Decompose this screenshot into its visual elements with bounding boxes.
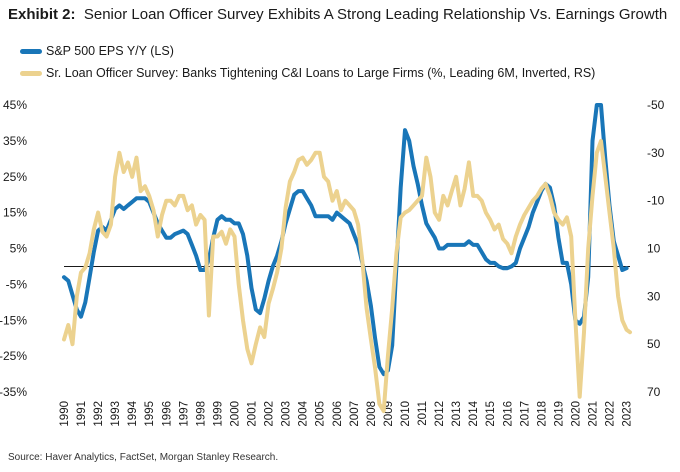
legend-label-eps: S&P 500 EPS Y/Y (LS) bbox=[46, 44, 174, 58]
x-tick-label: 2001 bbox=[247, 401, 259, 427]
x-tick-label: 2017 bbox=[519, 401, 531, 427]
x-tick-label: 2005 bbox=[315, 401, 327, 427]
left-tick-label: 15% bbox=[3, 206, 27, 220]
x-tick-label: 2013 bbox=[451, 401, 463, 427]
x-tick-label: 2008 bbox=[366, 401, 378, 427]
legend-label-survey: Sr. Loan Officer Survey: Banks Tightenin… bbox=[46, 66, 596, 80]
x-tick-label: 2006 bbox=[332, 401, 344, 427]
x-tick-label: 2014 bbox=[468, 400, 480, 426]
left-tick-label: 35% bbox=[3, 134, 27, 148]
x-tick-label: 2000 bbox=[229, 401, 241, 427]
x-tick-label: 2011 bbox=[417, 401, 429, 426]
right-tick-label: -50 bbox=[647, 98, 665, 112]
right-tick-label: 10 bbox=[647, 242, 661, 256]
left-tick-label: 5% bbox=[10, 242, 28, 256]
x-tick-label: 2016 bbox=[502, 401, 514, 427]
x-tick-label: 1996 bbox=[161, 401, 173, 427]
right-tick-label: -10 bbox=[647, 194, 665, 208]
x-tick-label: 2015 bbox=[485, 401, 497, 427]
legend-item-survey: Sr. Loan Officer Survey: Banks Tightenin… bbox=[20, 62, 595, 84]
x-tick-label: 2021 bbox=[587, 401, 599, 427]
x-tick-label: 1999 bbox=[212, 401, 224, 427]
left-tick-label: -35% bbox=[0, 385, 27, 399]
right-axis: -50 -30 -10 10 30 50 70 bbox=[647, 98, 665, 399]
title-text: Senior Loan Officer Survey Exhibits A St… bbox=[83, 6, 668, 23]
x-tick-label: 2022 bbox=[605, 401, 617, 427]
series-line-survey bbox=[62, 138, 632, 414]
x-tick-label: 2018 bbox=[536, 401, 548, 427]
x-axis: 1990 1991 1992 1993 1994 1995 1996 1997 1998 1999… bbox=[59, 400, 634, 426]
x-tick-label: 2002 bbox=[264, 401, 276, 427]
x-tick-label: 1995 bbox=[144, 401, 156, 427]
left-tick-label: 25% bbox=[3, 170, 27, 184]
x-tick-label: 2019 bbox=[553, 401, 565, 427]
x-tick-label: 1991 bbox=[76, 401, 88, 427]
x-tick-label: 2003 bbox=[281, 401, 293, 427]
x-tick-label: 1994 bbox=[127, 400, 139, 426]
right-tick-label: 70 bbox=[647, 385, 661, 399]
left-tick-label: -25% bbox=[0, 349, 27, 363]
legend-swatch-eps bbox=[20, 48, 42, 54]
x-tick-label: 2004 bbox=[298, 400, 310, 426]
x-tick-label: 2020 bbox=[570, 401, 582, 427]
x-tick-label: 1993 bbox=[110, 401, 122, 427]
x-tick-label: 1998 bbox=[195, 401, 207, 427]
left-tick-label: -15% bbox=[0, 313, 27, 327]
x-tick-label: 2023 bbox=[622, 401, 634, 427]
exhibit-label: Exhibit 2: bbox=[8, 6, 76, 23]
legend-swatch-survey bbox=[20, 70, 42, 76]
legend-item-eps: S&P 500 EPS Y/Y (LS) bbox=[20, 40, 595, 62]
series-line-eps bbox=[62, 103, 629, 377]
x-tick-label: 2012 bbox=[434, 401, 446, 427]
right-tick-label: -30 bbox=[647, 146, 665, 160]
chart-title: Exhibit 2: Senior Loan Officer Survey Ex… bbox=[8, 6, 667, 23]
right-tick-label: 30 bbox=[647, 289, 661, 303]
x-tick-label: 2007 bbox=[349, 401, 361, 427]
left-tick-label: -5% bbox=[6, 277, 28, 291]
x-tick-label: 2010 bbox=[400, 401, 412, 427]
x-tick-label: 1990 bbox=[59, 401, 71, 427]
x-tick-label: 1997 bbox=[178, 401, 190, 427]
legend: S&P 500 EPS Y/Y (LS) Sr. Loan Officer Su… bbox=[20, 40, 595, 84]
series-layer bbox=[62, 103, 632, 414]
left-axis: 45% 35% 25% 15% 5% -5% -15% -25% -35% bbox=[0, 98, 27, 399]
right-tick-label: 50 bbox=[647, 337, 661, 351]
left-tick-label: 45% bbox=[3, 98, 27, 112]
source-note: Source: Haver Analytics, FactSet, Morgan… bbox=[8, 452, 279, 463]
x-tick-label: 1992 bbox=[93, 401, 105, 427]
